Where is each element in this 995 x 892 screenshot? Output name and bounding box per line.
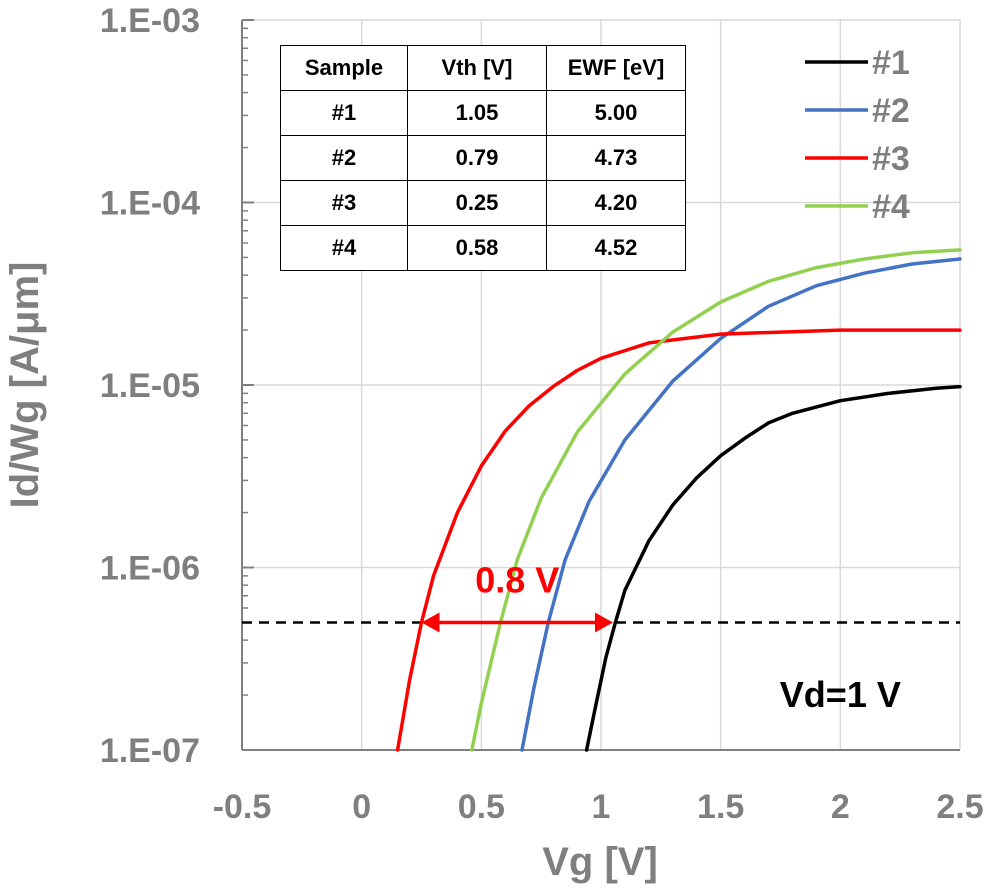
table-header-row: Sample Vth [V] EWF [eV] — [280, 45, 686, 91]
table-cell: 0.58 — [407, 225, 547, 271]
table-row: #4 0.58 4.52 — [280, 225, 686, 271]
x-axis-ticks: -0.5 0 0.5 1 1.5 2 2.5 — [213, 788, 984, 826]
table-cell: 4.52 — [546, 225, 686, 271]
x-tick-label: 1.5 — [697, 788, 744, 826]
table-header-ewf: EWF [eV] — [546, 45, 686, 91]
y-tick-label: 1.E-06 — [100, 550, 200, 588]
series-line-3 — [395, 328, 962, 752]
table-cell: 0.25 — [407, 180, 547, 226]
data-table: Sample Vth [V] EWF [eV] #1 1.05 5.00 #2 … — [280, 45, 686, 271]
x-axis-title: Vg [V] — [542, 840, 658, 884]
table-row: #1 1.05 5.00 — [280, 90, 686, 136]
table-header-vth: Vth [V] — [407, 45, 547, 91]
delta-label: 0.8 V — [475, 559, 559, 600]
table-cell: 4.20 — [546, 180, 686, 226]
y-tick-label: 1.E-04 — [100, 185, 200, 223]
y-tick-label: 1.E-05 — [100, 367, 200, 405]
table-row: #3 0.25 4.20 — [280, 180, 686, 226]
y-axis-title: Id/Wg [A/μm] — [3, 262, 47, 509]
delta-arrow-head-right — [594, 612, 613, 633]
table-cell: 0.79 — [407, 135, 547, 181]
condition-label: Vd=1 V — [780, 674, 901, 715]
table-cell: #3 — [280, 180, 408, 226]
table-header-sample: Sample — [280, 45, 408, 91]
table-cell: #2 — [280, 135, 408, 181]
table-cell: #4 — [280, 225, 408, 271]
y-axis-ticks: 1.E-07 1.E-06 1.E-05 1.E-04 1.E-03 — [100, 2, 254, 770]
legend-label: #1 — [872, 44, 910, 82]
series-line-4 — [470, 248, 962, 752]
series-line-1 — [584, 384, 962, 752]
y-tick-label: 1.E-03 — [100, 2, 200, 40]
table-cell: 4.73 — [546, 135, 686, 181]
table-row: #2 0.79 4.73 — [280, 135, 686, 181]
x-tick-label: 0.5 — [458, 788, 505, 826]
x-tick-label: 2 — [831, 788, 850, 826]
y-tick-label: 1.E-07 — [100, 732, 200, 770]
delta-arrow-head-left — [421, 612, 440, 633]
x-tick-label: -0.5 — [213, 788, 272, 826]
x-tick-label: 0 — [352, 788, 371, 826]
legend: #1 #2 #3 #4 — [805, 44, 910, 226]
x-tick-label: 1 — [592, 788, 611, 826]
legend-label: #3 — [872, 140, 910, 178]
table-cell: #1 — [280, 90, 408, 136]
legend-label: #4 — [872, 188, 910, 226]
x-tick-label: 2.5 — [936, 788, 983, 826]
table-cell: 5.00 — [546, 90, 686, 136]
legend-label: #2 — [872, 92, 910, 130]
annotations: 0.8 V Vd=1 V — [421, 559, 901, 715]
table-cell: 1.05 — [407, 90, 547, 136]
